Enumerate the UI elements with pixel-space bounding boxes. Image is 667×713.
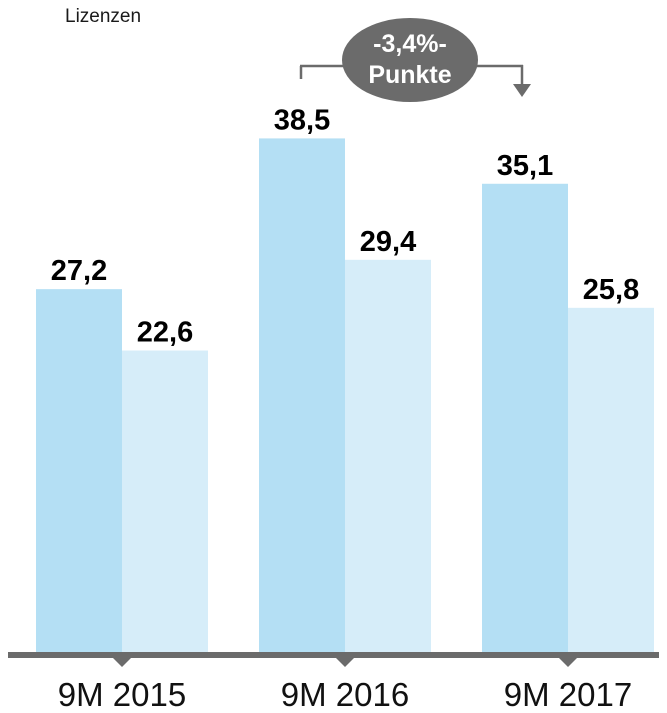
- bar-2-1: [122, 350, 208, 652]
- data-label-2-3: 25,8: [583, 274, 639, 306]
- bars-group: [36, 138, 654, 653]
- category-label-2: 9M 2016: [281, 676, 409, 713]
- bar-1-1: [36, 289, 122, 652]
- change-unit-text: Punkte: [368, 61, 451, 89]
- change-annotation: -3,4%- Punkte: [299, 18, 531, 102]
- bar-1-3: [482, 183, 568, 653]
- bar-2-3: [568, 307, 654, 652]
- data-label-1-2: 38,5: [274, 104, 330, 136]
- data-label-2-1: 22,6: [137, 317, 193, 349]
- category-label-3: 9M 2017: [504, 676, 632, 713]
- tick-marker-1: [112, 657, 132, 667]
- data-label-1-3: 35,1: [497, 150, 553, 182]
- x-axis: 9M 2015 9M 2016 9M 2017: [8, 652, 659, 713]
- data-label-2-2: 29,4: [360, 226, 416, 258]
- category-label-1: 9M 2015: [58, 676, 186, 713]
- data-label-1-1: 27,2: [51, 255, 107, 287]
- change-value-text: -3,4%-: [373, 30, 447, 58]
- tick-marker-3: [558, 657, 578, 667]
- baseline: [8, 652, 659, 658]
- tick-marker-2: [335, 657, 355, 667]
- change-bubble: [342, 18, 478, 102]
- bar-2-2: [345, 259, 431, 652]
- series-label: Lizenzen: [65, 6, 142, 27]
- arrow-down-icon: [513, 84, 531, 97]
- data-labels-group: 27,2 22,6 38,5 29,4 35,1 25,8: [51, 104, 639, 348]
- bar-1-2: [259, 138, 345, 652]
